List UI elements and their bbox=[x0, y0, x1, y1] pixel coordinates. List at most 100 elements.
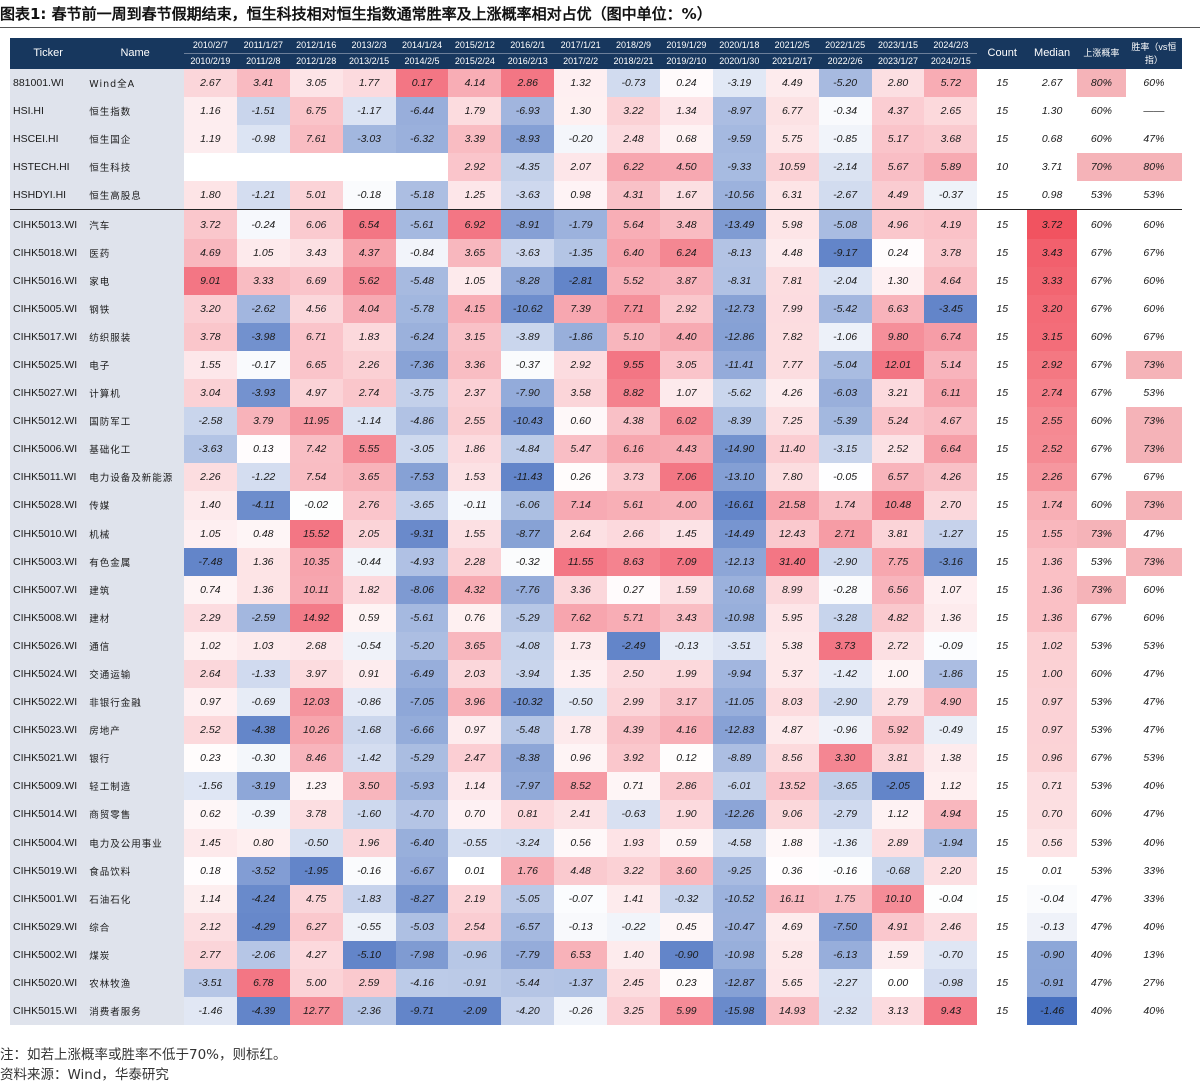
ticker-cell: HSI.HI bbox=[10, 97, 87, 126]
return-cell: 6.40 bbox=[607, 238, 660, 267]
return-cell: 3.60 bbox=[659, 856, 713, 885]
return-cell: -3.16 bbox=[924, 547, 978, 576]
header-period: 2012/1/16 2012/1/28 bbox=[289, 38, 343, 69]
return-cell: 4.96 bbox=[871, 209, 925, 239]
return-cell: -10.62 bbox=[501, 294, 555, 323]
return-cell: 2.48 bbox=[607, 125, 660, 154]
median-cell: 3.20 bbox=[1027, 294, 1077, 323]
count-cell: 15 bbox=[996, 387, 1009, 400]
return-cell: -4.86 bbox=[395, 407, 449, 436]
return-cell: -7.05 bbox=[395, 688, 449, 717]
return-cell: -11.05 bbox=[712, 688, 766, 717]
win-rate-cell: 53% bbox=[1143, 189, 1165, 202]
return-cell: 0.91 bbox=[342, 659, 396, 689]
count-cell: 15 bbox=[996, 808, 1009, 821]
return-cell: 0.68 bbox=[659, 125, 713, 154]
return-cell: -13.10 bbox=[712, 463, 766, 492]
name-cell: 食品饮料 bbox=[86, 856, 184, 885]
return-cell: 1.05 bbox=[448, 266, 502, 295]
return-cell: -6.57 bbox=[501, 912, 555, 941]
ticker-cell: HSTECH.HI bbox=[10, 153, 87, 182]
return-cell: 6.64 bbox=[924, 435, 978, 464]
return-cell: 4.82 bbox=[871, 603, 925, 632]
return-cell: 5.24 bbox=[871, 407, 925, 436]
return-cell: 3.36 bbox=[448, 350, 502, 380]
return-cell: 4.48 bbox=[554, 856, 608, 885]
return-cell: -5.10 bbox=[342, 940, 396, 969]
header-up-probability: 上涨概率 bbox=[1077, 38, 1126, 69]
ticker-cell: CIHK5019.WI bbox=[10, 856, 87, 885]
median-cell: 2.92 bbox=[1027, 350, 1077, 380]
median-cell: 1.00 bbox=[1027, 659, 1077, 689]
return-cell: -0.34 bbox=[818, 97, 872, 126]
median-cell: 0.56 bbox=[1027, 828, 1077, 857]
return-cell: -5.48 bbox=[501, 716, 555, 745]
return-cell: 2.29 bbox=[183, 603, 237, 632]
return-cell: -10.68 bbox=[712, 575, 766, 604]
win-rate-cell: 47% bbox=[1143, 527, 1165, 540]
return-cell: -1.42 bbox=[818, 659, 872, 689]
table-row: HSCEI.HI 恒生国企 1.19 -0.98 7.61 -3.03 -6.32 3.39-… bbox=[10, 125, 1182, 154]
table-row: HSHDYI.HI 恒生高股息 1.80 -1.21 5.01 -0.18 -5.18 1.2… bbox=[10, 181, 1182, 210]
return-cell: 4.31 bbox=[607, 181, 660, 210]
win-rate-cell: 40% bbox=[1143, 780, 1165, 793]
return-cell: -4.70 bbox=[395, 800, 449, 829]
up-probability-cell: 60% bbox=[1090, 105, 1112, 118]
return-cell: -1.22 bbox=[236, 463, 290, 492]
return-cell: -0.54 bbox=[342, 631, 396, 660]
return-cell: 0.97 bbox=[183, 688, 237, 717]
return-cell: 2.05 bbox=[342, 519, 396, 548]
return-cell: -10.47 bbox=[712, 912, 766, 941]
return-cell: -0.70 bbox=[924, 940, 978, 969]
return-cell: 2.52 bbox=[183, 716, 237, 745]
return-cell: -3.94 bbox=[501, 659, 555, 689]
return-cell: -0.09 bbox=[924, 631, 978, 660]
median-cell: -0.91 bbox=[1027, 969, 1077, 998]
return-cell: -5.93 bbox=[395, 772, 449, 801]
return-cell: 2.72 bbox=[871, 631, 925, 660]
return-cell: -7.98 bbox=[395, 940, 449, 969]
median-cell: 3.43 bbox=[1027, 238, 1077, 267]
return-cell: 1.36 bbox=[236, 575, 290, 604]
table-row: CIHK5001.WI 石油石化 1.14 -4.24 4.75 -1.83 -8.27 2.… bbox=[10, 884, 1182, 913]
count-cell: 15 bbox=[996, 752, 1009, 765]
ticker-cell: CIHK5025.WI bbox=[10, 350, 87, 380]
return-cell: 2.28 bbox=[448, 547, 502, 576]
return-cell: 8.56 bbox=[765, 744, 819, 773]
return-cell: 6.92 bbox=[448, 209, 502, 239]
return-cell: -6.32 bbox=[395, 125, 449, 154]
return-cell: 3.79 bbox=[236, 407, 290, 436]
return-cell: 7.25 bbox=[765, 407, 819, 436]
return-cell: -8.91 bbox=[501, 209, 555, 239]
return-cell: -6.01 bbox=[712, 772, 766, 801]
return-cell: 1.59 bbox=[871, 940, 925, 969]
table-row: CIHK5021.WI 银行 0.23 -0.30 8.46 -1.42 -5.29 2.47… bbox=[10, 744, 1182, 773]
return-cell: 2.50 bbox=[607, 659, 660, 689]
return-cell: -0.85 bbox=[818, 125, 872, 154]
return-cell: -3.05 bbox=[395, 435, 449, 464]
return-cell: 0.60 bbox=[554, 407, 608, 436]
return-cell: 2.68 bbox=[289, 631, 343, 660]
table-row: CIHK5026.WI 通信 1.02 1.03 2.68 -0.54 -5.20 3.65-… bbox=[10, 631, 1182, 660]
return-cell: 13.52 bbox=[765, 772, 819, 801]
return-cell: 1.03 bbox=[236, 631, 290, 660]
table-row: CIHK5011.WI 电力设备及新能源 2.26 -1.22 7.54 3.65 -7.5… bbox=[10, 463, 1182, 492]
count-cell: 15 bbox=[996, 302, 1009, 315]
return-cell: -10.43 bbox=[501, 407, 555, 436]
win-rate-cell: 53% bbox=[1143, 387, 1165, 400]
return-cell: -2.90 bbox=[818, 688, 872, 717]
return-cell: -8.31 bbox=[712, 266, 766, 295]
return-cell: 4.49 bbox=[871, 181, 925, 210]
return-cell: -1.36 bbox=[818, 828, 872, 857]
return-cell: 3.48 bbox=[659, 209, 713, 239]
return-cell: -5.44 bbox=[501, 969, 555, 998]
ticker-cell: CIHK5001.WI bbox=[10, 884, 87, 913]
return-cell: 7.42 bbox=[289, 435, 343, 464]
return-cell: 2.66 bbox=[607, 519, 660, 548]
name-cell: 商贸零售 bbox=[86, 800, 184, 829]
return-cell: -1.94 bbox=[924, 828, 978, 857]
return-cell: -12.83 bbox=[712, 716, 766, 745]
return-cell: -0.16 bbox=[818, 856, 872, 885]
name-cell: 电子 bbox=[86, 350, 184, 380]
return-cell: -2.04 bbox=[818, 266, 872, 295]
